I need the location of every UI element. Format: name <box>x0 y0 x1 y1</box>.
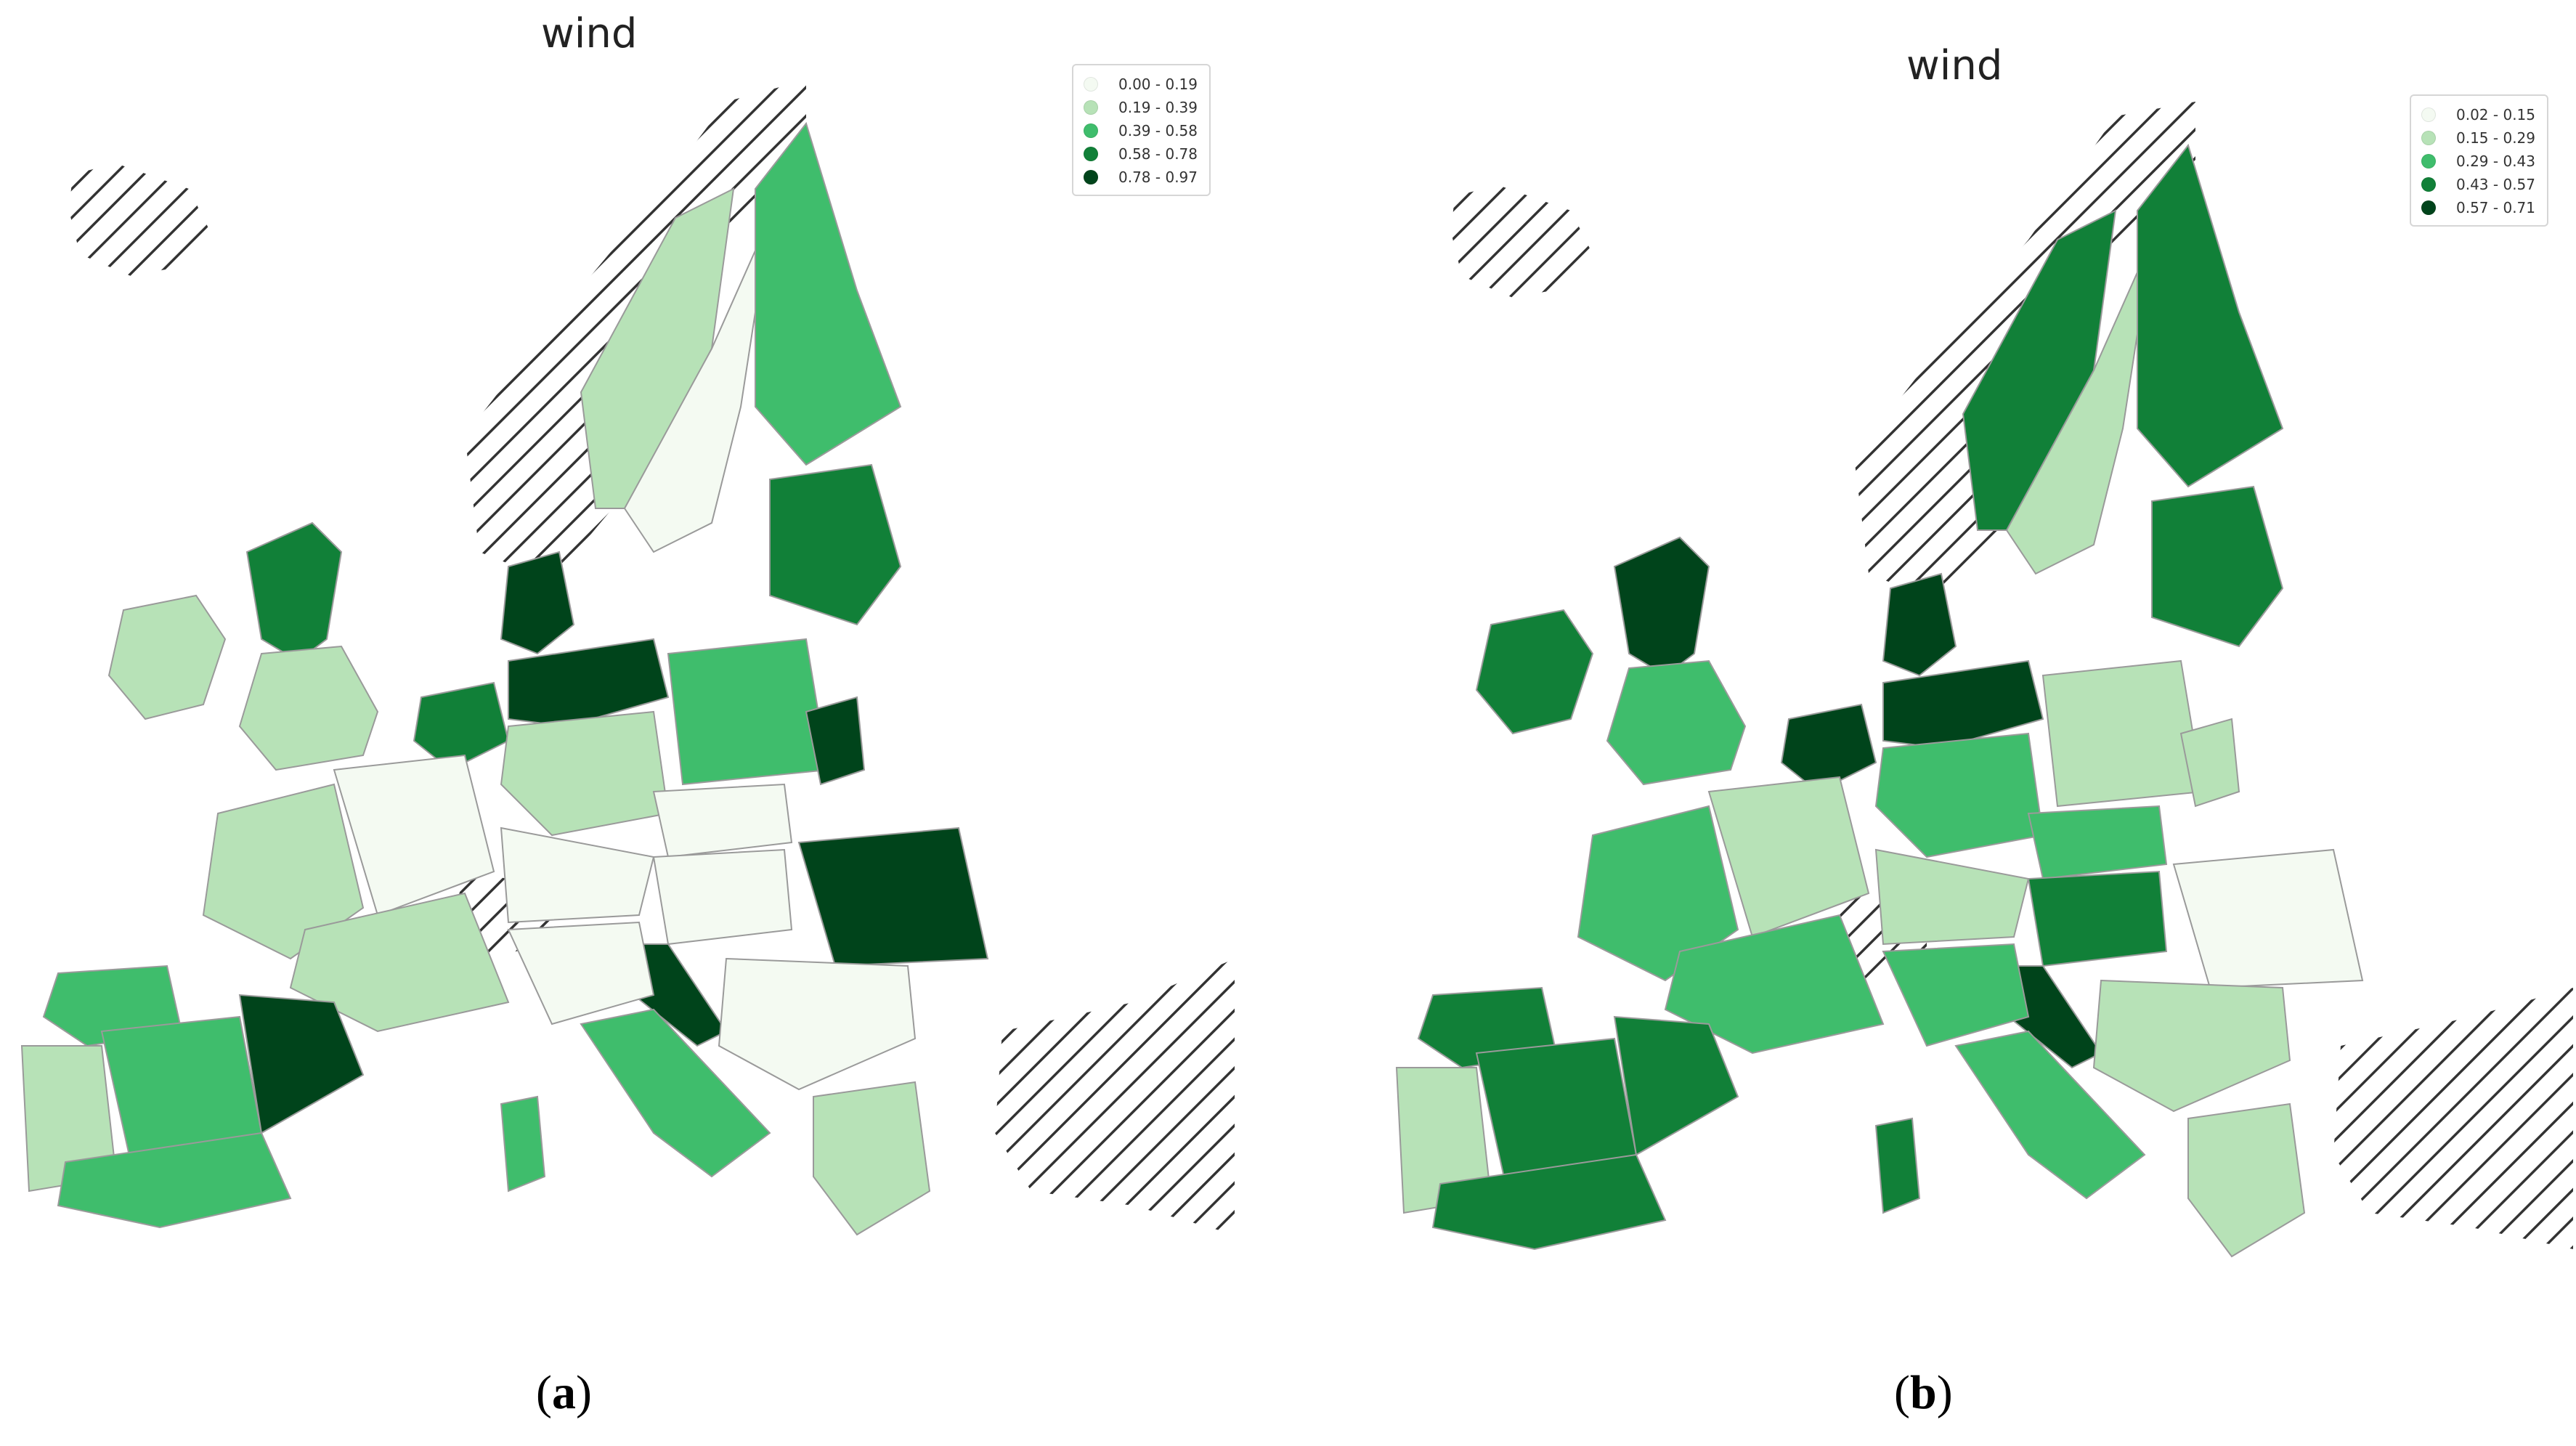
panel-caption: (a) <box>536 1366 592 1419</box>
region-baltics <box>2151 485 2284 648</box>
legend-swatch <box>2421 131 2436 145</box>
region-finland <box>2137 143 2284 488</box>
region-germany-n <box>1882 659 2044 750</box>
region-iberia-south <box>57 1132 292 1229</box>
region-czech <box>652 783 793 858</box>
region-baltics <box>769 463 902 626</box>
region-balkans <box>718 957 917 1091</box>
region-alps <box>1874 848 2030 946</box>
region-ireland <box>107 594 227 720</box>
legend: 0.00 - 0.19 0.19 - 0.39 0.39 - 0.58 0.58… <box>1072 64 1211 196</box>
hatch-area <box>1451 185 1593 298</box>
region-ireland <box>1475 609 1594 735</box>
hatch-area <box>2333 988 2573 1249</box>
region-hungary <box>2027 870 2168 967</box>
legend-label: 0.57 - 0.71 <box>2456 199 2535 216</box>
region-sardinia <box>500 1095 546 1193</box>
panel-caption-label: b <box>1909 1366 1937 1419</box>
region-sweden <box>2005 239 2153 575</box>
legend-item: 0.19 - 0.39 <box>1084 96 1198 119</box>
hatch-area <box>995 959 1235 1235</box>
hatch-area <box>69 163 211 276</box>
region-denmark <box>1882 572 1957 677</box>
legend: 0.02 - 0.15 0.15 - 0.29 0.29 - 0.43 0.43… <box>2410 94 2548 227</box>
region-iberia-south <box>1431 1153 1667 1251</box>
region-balkans <box>2092 979 2291 1113</box>
region-italy-s <box>580 1008 771 1178</box>
region-hungary <box>652 848 793 946</box>
region-denmark <box>500 551 575 655</box>
map-title: wind <box>1906 42 2003 89</box>
legend-swatch <box>2421 154 2436 168</box>
region-italy-s <box>1954 1030 2146 1200</box>
region-romania <box>2172 848 2364 989</box>
legend-item: 0.02 - 0.15 <box>2421 103 2535 126</box>
legend-swatch <box>2421 200 2436 215</box>
region-alps <box>500 826 655 924</box>
legend-swatch <box>1084 77 1098 92</box>
region-france-south <box>289 892 510 1033</box>
region-benelux <box>1780 703 1877 793</box>
legend-item: 0.29 - 0.43 <box>2421 150 2535 173</box>
legend-label: 0.00 - 0.19 <box>1118 76 1198 93</box>
region-iberia-east <box>238 994 365 1134</box>
legend-item: 0.43 - 0.57 <box>2421 173 2535 196</box>
region-france-south <box>1664 914 1885 1055</box>
region-poland-east <box>805 696 866 786</box>
legend-item: 0.15 - 0.29 <box>2421 126 2535 150</box>
legend-swatch <box>1084 123 1098 138</box>
map-canvas <box>1395 102 2573 1258</box>
region-germany-n <box>508 638 670 728</box>
panel-caption-label: a <box>551 1366 576 1419</box>
region-uk-north <box>1613 536 1710 677</box>
legend-label: 0.39 - 0.58 <box>1118 122 1198 139</box>
map-panel-a: wind 0.00 - 0.19 0.19 - 0.39 0.39 - 0.58… <box>20 10 1235 1419</box>
region-greece <box>2187 1102 2306 1258</box>
legend-item: 0.78 - 0.97 <box>1084 166 1198 189</box>
legend-item: 0.57 - 0.71 <box>2421 196 2535 219</box>
region-italy-n <box>507 921 655 1025</box>
map-title: wind <box>541 10 638 57</box>
region-france-center <box>1707 776 1870 938</box>
region-czech <box>2027 805 2168 880</box>
region-italy-n <box>1882 943 2030 1047</box>
region-germany-center <box>500 710 670 837</box>
legend-label: 0.29 - 0.43 <box>2456 153 2535 170</box>
legend-swatch <box>2421 177 2436 192</box>
region-romania <box>797 826 989 967</box>
region-uk-north <box>245 521 343 662</box>
legend-item: 0.00 - 0.19 <box>1084 73 1198 96</box>
region-poland <box>2041 659 2204 808</box>
region-germany-center <box>1874 732 2044 858</box>
region-sardinia <box>1874 1117 1921 1214</box>
legend-label: 0.15 - 0.29 <box>2456 129 2535 147</box>
region-france-center <box>333 754 495 917</box>
legend-swatch <box>1084 147 1098 161</box>
region-sweden <box>623 217 771 553</box>
legend-item: 0.58 - 0.78 <box>1084 142 1198 166</box>
region-uk-south <box>1606 659 1747 786</box>
region-uk-south <box>238 645 379 771</box>
legend-swatch <box>1084 170 1098 184</box>
region-poland-east <box>2179 718 2240 808</box>
map-panel-b: wind 0.02 - 0.15 0.15 - 0.29 0.29 - 0.43… <box>1288 0 2575 1446</box>
region-finland <box>755 121 902 466</box>
legend-label: 0.78 - 0.97 <box>1118 168 1198 186</box>
legend-label: 0.02 - 0.15 <box>2456 106 2535 123</box>
legend-label: 0.43 - 0.57 <box>2456 176 2535 193</box>
legend-swatch <box>2421 107 2436 122</box>
region-poland <box>667 638 829 786</box>
region-iberia-east <box>1613 1015 1739 1156</box>
region-greece <box>813 1081 931 1236</box>
legend-label: 0.58 - 0.78 <box>1118 145 1198 163</box>
region-benelux <box>413 681 510 771</box>
panel-caption: (b) <box>1894 1366 1953 1419</box>
map-canvas <box>20 80 1235 1236</box>
legend-swatch <box>1084 100 1098 115</box>
legend-item: 0.39 - 0.58 <box>1084 119 1198 142</box>
legend-label: 0.19 - 0.39 <box>1118 99 1198 116</box>
